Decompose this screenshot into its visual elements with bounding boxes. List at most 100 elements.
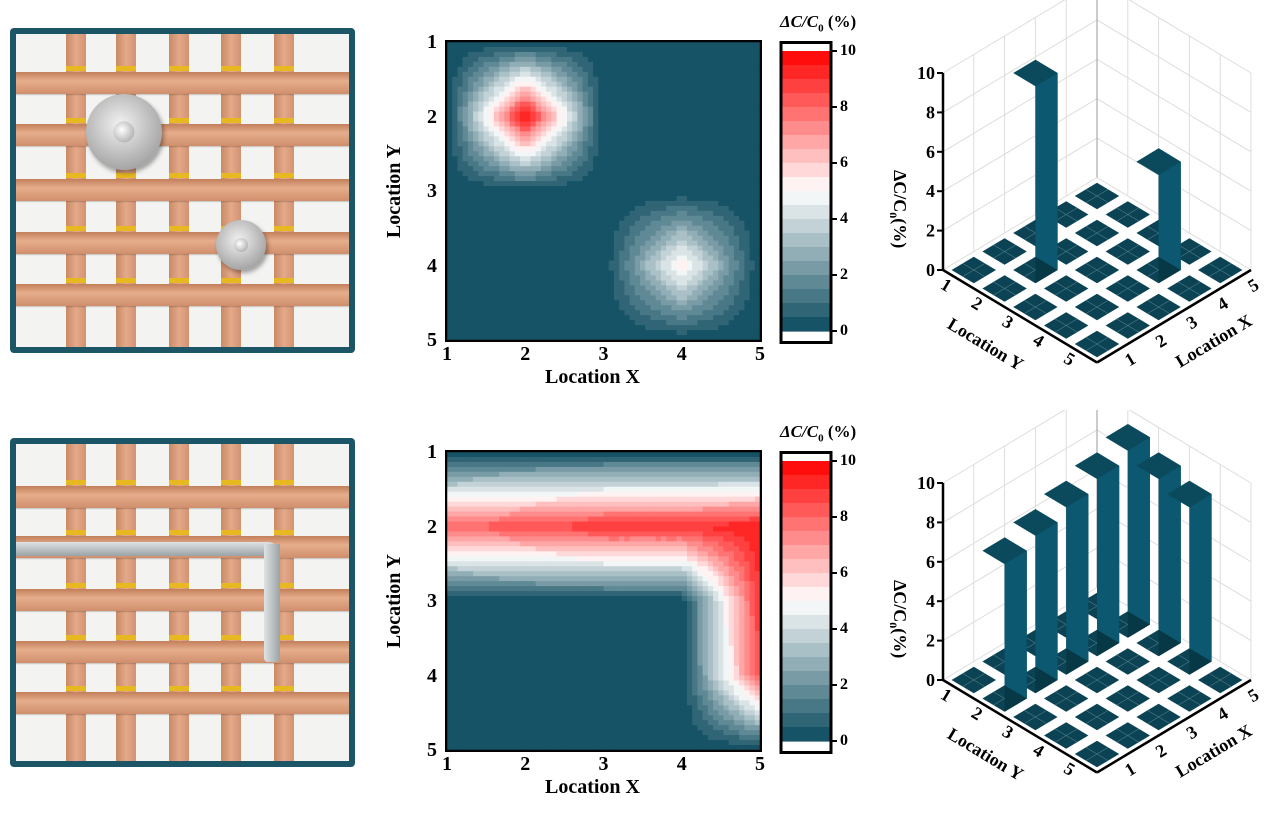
heatmap-cell bbox=[603, 215, 610, 222]
heatmap-cell bbox=[723, 330, 730, 336]
heatmap-cell bbox=[723, 111, 730, 118]
heatmap-cell bbox=[535, 295, 542, 301]
heatmap-cell bbox=[707, 42, 714, 48]
heatmap-cell bbox=[728, 310, 735, 316]
heatmap-cell bbox=[728, 496, 735, 503]
heatmap-cell bbox=[525, 300, 532, 306]
heatmap-cell bbox=[462, 225, 469, 232]
heatmap-cell bbox=[561, 191, 568, 197]
heatmap-cell bbox=[702, 136, 709, 142]
heatmap-cell bbox=[504, 300, 511, 306]
heatmap-cell bbox=[556, 240, 563, 247]
heatmap-cell bbox=[697, 506, 704, 513]
heatmap-cell bbox=[671, 191, 678, 197]
heatmap-cell bbox=[452, 496, 459, 503]
heatmap-cell bbox=[676, 225, 683, 232]
heatmap-cell bbox=[749, 71, 756, 78]
heatmap-cell bbox=[713, 96, 719, 103]
heatmap-cell bbox=[728, 161, 735, 167]
heatmap-cell bbox=[483, 111, 490, 118]
heatmap-cell bbox=[686, 335, 693, 341]
heatmap-cell bbox=[744, 496, 751, 503]
heatmap-cell bbox=[566, 200, 573, 207]
heatmap-cell bbox=[640, 486, 646, 493]
heatmap-cell bbox=[676, 481, 683, 488]
heatmap-cell bbox=[645, 126, 652, 132]
heatmap-cell bbox=[509, 245, 516, 252]
heatmap-cell bbox=[681, 295, 688, 301]
heatmap-cell bbox=[478, 270, 485, 277]
heatmap-cell bbox=[572, 466, 579, 473]
heatmap-cell bbox=[530, 290, 537, 296]
heatmap-cell bbox=[504, 325, 511, 331]
heatmap-cell bbox=[535, 471, 542, 478]
heatmap-cell bbox=[530, 481, 537, 488]
heatmap-cell bbox=[551, 86, 558, 93]
heatmap-cell bbox=[499, 280, 505, 286]
heatmap-cell bbox=[566, 141, 573, 147]
heatmap-cell bbox=[478, 275, 485, 281]
heatmap-cell bbox=[660, 225, 667, 232]
heatmap-cell bbox=[561, 86, 568, 93]
heatmap-cell bbox=[447, 235, 453, 242]
heatmap-cell bbox=[645, 280, 652, 286]
heatmap-cell bbox=[525, 526, 532, 533]
heatmap-cell bbox=[634, 265, 641, 272]
heatmap-cell bbox=[478, 156, 485, 162]
heatmap-cell bbox=[551, 461, 558, 468]
electrode-strip-horizontal bbox=[16, 486, 349, 508]
heatmap-cell bbox=[744, 466, 751, 473]
heatmap-cell bbox=[713, 42, 719, 48]
heatmap-cell bbox=[561, 121, 568, 128]
heatmap-cell bbox=[577, 86, 584, 93]
heatmap-cell bbox=[525, 521, 532, 528]
heatmap-cell bbox=[447, 106, 453, 113]
heatmap-cell bbox=[535, 506, 542, 513]
heatmap-cell bbox=[546, 526, 552, 533]
heatmap-cell bbox=[514, 200, 521, 207]
heatmap-cell bbox=[645, 486, 652, 493]
heatmap-cell bbox=[493, 205, 500, 212]
heatmap-cell bbox=[702, 516, 709, 523]
heatmap-cell bbox=[723, 46, 730, 53]
heatmap-cell bbox=[645, 320, 652, 326]
heatmap-cell bbox=[733, 285, 740, 291]
heatmap-cell bbox=[603, 481, 610, 488]
heatmap-cell bbox=[582, 146, 589, 152]
heatmap-cell bbox=[707, 536, 714, 542]
heatmap-cell bbox=[504, 76, 511, 83]
heatmap-cell bbox=[713, 186, 719, 192]
heatmap-cell bbox=[447, 51, 453, 58]
heatmap-cell bbox=[525, 156, 532, 162]
heatmap-cell bbox=[707, 240, 714, 247]
heatmap-cell bbox=[744, 300, 751, 306]
heatmap-cell bbox=[749, 255, 756, 262]
heatmap-cell bbox=[493, 461, 500, 468]
heatmap-cell bbox=[467, 200, 474, 207]
heatmap-cell bbox=[702, 91, 709, 98]
heatmap-cell bbox=[619, 526, 625, 533]
heatmap-cell bbox=[707, 270, 714, 277]
colorbar-title: ΔC/C0 (%) bbox=[780, 12, 856, 34]
heatmap-cell bbox=[457, 66, 464, 73]
heatmap-cell bbox=[566, 496, 573, 503]
heatmap-cell bbox=[478, 295, 485, 301]
plot-frame bbox=[445, 40, 762, 342]
heatmap-cell bbox=[608, 61, 615, 68]
heatmap-cell bbox=[728, 56, 735, 63]
heatmap-cell bbox=[447, 461, 453, 468]
heatmap-cell bbox=[645, 106, 652, 113]
heatmap-cell bbox=[650, 181, 657, 187]
heatmap-cell bbox=[681, 452, 688, 458]
heatmap-cell bbox=[676, 496, 683, 503]
heatmap-cell bbox=[728, 141, 735, 147]
heatmap-cell bbox=[520, 452, 526, 458]
heatmap-cell bbox=[634, 91, 641, 98]
heatmap-cell bbox=[478, 66, 485, 73]
heatmap-cell bbox=[645, 491, 652, 498]
heatmap-cell bbox=[452, 295, 459, 301]
heatmap-cell bbox=[530, 146, 537, 152]
heatmap-cell bbox=[473, 126, 479, 132]
heatmap-cell bbox=[619, 51, 625, 58]
heatmap-cell bbox=[598, 461, 605, 468]
